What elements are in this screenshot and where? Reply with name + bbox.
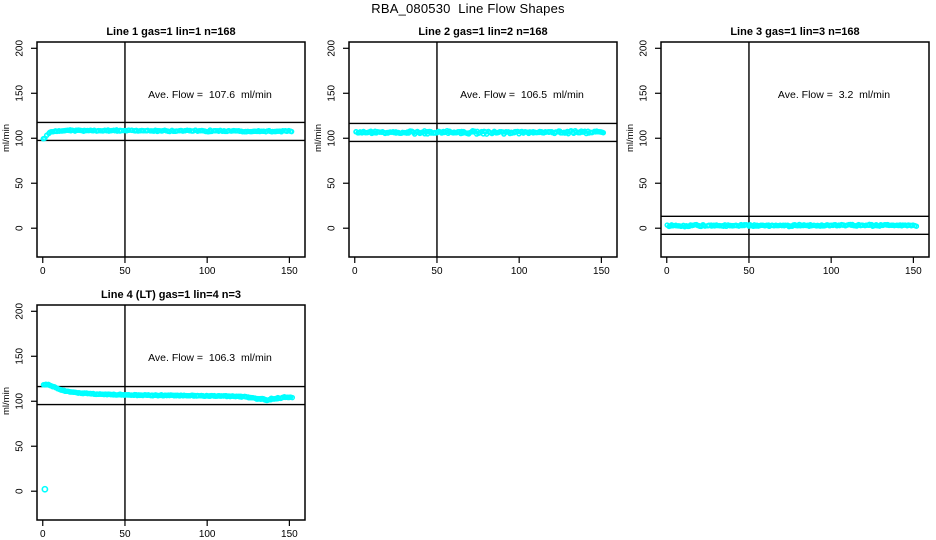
y-tick-label: 150 bbox=[15, 84, 26, 101]
y-tick-label: 0 bbox=[639, 225, 650, 231]
plot-area-line-1: 0 50 100 150 200 0 50 100 150 bbox=[15, 40, 306, 277]
y-tick-label: 150 bbox=[15, 347, 26, 364]
x-tick-label: 0 bbox=[664, 266, 670, 277]
ave-flow-annotation: Ave. Flow = 106.3 ml/min bbox=[148, 352, 272, 364]
y-axis-title: ml/min bbox=[313, 124, 324, 152]
y-tick-label: 50 bbox=[15, 177, 26, 189]
subplot-title: Line 2 gas=1 lin=2 n=168 bbox=[418, 26, 548, 38]
y-axis-title: ml/min bbox=[1, 124, 12, 152]
y-tick-label: 0 bbox=[15, 488, 26, 494]
subplot-line-4: 0 50 100 150 200 0 50 100 150 Line 4 (LT) gas=1 … bbox=[0, 277, 312, 540]
data-points bbox=[40, 381, 296, 404]
subplot-title: Line 3 gas=1 lin=3 n=168 bbox=[730, 26, 860, 38]
y-tick-label: 50 bbox=[327, 177, 338, 189]
y-tick-label: 50 bbox=[639, 177, 650, 189]
x-tick-label: 50 bbox=[119, 266, 131, 277]
y-ticks: 0 50 100 150 200 bbox=[15, 40, 37, 231]
data-points bbox=[353, 127, 607, 137]
ave-flow-annotation: Ave. Flow = 107.6 ml/min bbox=[148, 89, 272, 101]
y-ticks: 0 50 100 150 200 bbox=[15, 303, 37, 494]
y-tick-label: 100 bbox=[15, 392, 26, 409]
y-tick-label: 150 bbox=[639, 84, 650, 101]
y-tick-label: 0 bbox=[327, 225, 338, 231]
y-tick-label: 200 bbox=[327, 40, 338, 57]
y-axis-title: ml/min bbox=[1, 387, 12, 415]
plot-box bbox=[348, 41, 618, 258]
data-points bbox=[664, 221, 920, 230]
y-tick-label: 200 bbox=[15, 303, 26, 320]
main-title: RBA_080530 Line Flow Shapes bbox=[371, 1, 565, 16]
x-tick-label: 50 bbox=[119, 529, 131, 540]
plot-area-line-2: 0 50 100 150 200 0 50 100 150 bbox=[327, 40, 618, 277]
subplot-line-1: 0 50 100 150 200 0 50 100 150 Line 1 gas=1 lin=1… bbox=[0, 14, 312, 277]
x-tick-label: 150 bbox=[281, 266, 298, 277]
y-ticks: 0 50 100 150 200 bbox=[327, 40, 349, 231]
x-tick-label: 150 bbox=[281, 529, 298, 540]
x-tick-label: 0 bbox=[40, 266, 46, 277]
x-ticks: 0 50 100 150 bbox=[40, 520, 298, 540]
y-axis-title: ml/min bbox=[625, 124, 636, 152]
y-tick-label: 100 bbox=[327, 129, 338, 146]
x-tick-label: 100 bbox=[823, 266, 840, 277]
y-tick-label: 150 bbox=[327, 84, 338, 101]
subplot-title: Line 1 gas=1 lin=1 n=168 bbox=[106, 26, 236, 38]
x-tick-label: 100 bbox=[199, 266, 216, 277]
x-tick-label: 0 bbox=[40, 529, 46, 540]
x-ticks: 0 50 100 150 bbox=[352, 257, 610, 277]
data-points bbox=[40, 127, 295, 142]
x-ticks: 0 50 100 150 bbox=[40, 257, 298, 277]
ave-flow-annotation: Ave. Flow = 106.5 ml/min bbox=[460, 89, 584, 101]
y-tick-label: 100 bbox=[15, 129, 26, 146]
y-tick-label: 0 bbox=[15, 225, 26, 231]
subplot-line-3: 0 50 100 150 200 0 50 100 150 Line 3 gas=1 lin=3… bbox=[624, 14, 936, 277]
y-ticks: 0 50 100 150 200 bbox=[639, 40, 661, 231]
plot-area-line-4: 0 50 100 150 200 0 50 100 150 bbox=[15, 303, 306, 540]
x-tick-label: 50 bbox=[743, 266, 755, 277]
plot-box bbox=[660, 41, 930, 258]
x-tick-label: 50 bbox=[431, 266, 443, 277]
x-tick-label: 150 bbox=[905, 266, 922, 277]
plot-box bbox=[36, 41, 306, 258]
ave-flow-annotation: Ave. Flow = 3.2 ml/min bbox=[777, 89, 891, 101]
y-tick-label: 200 bbox=[639, 40, 650, 57]
subplot-line-2: 0 50 100 150 200 0 50 100 150 Line 2 gas=1 lin=2… bbox=[312, 14, 624, 277]
y-tick-label: 100 bbox=[639, 129, 650, 146]
plot-box bbox=[36, 304, 306, 521]
subplot-title: Line 4 (LT) gas=1 lin=4 n=3 bbox=[100, 289, 242, 301]
outlier-point bbox=[41, 485, 49, 493]
x-tick-label: 150 bbox=[593, 266, 610, 277]
plot-area-line-3: 0 50 100 150 200 0 50 100 150 bbox=[639, 40, 930, 277]
y-tick-label: 50 bbox=[15, 440, 26, 452]
x-tick-label: 100 bbox=[199, 529, 216, 540]
y-tick-label: 200 bbox=[15, 40, 26, 57]
x-tick-label: 0 bbox=[352, 266, 358, 277]
x-tick-label: 100 bbox=[511, 266, 528, 277]
x-ticks: 0 50 100 150 bbox=[664, 257, 922, 277]
